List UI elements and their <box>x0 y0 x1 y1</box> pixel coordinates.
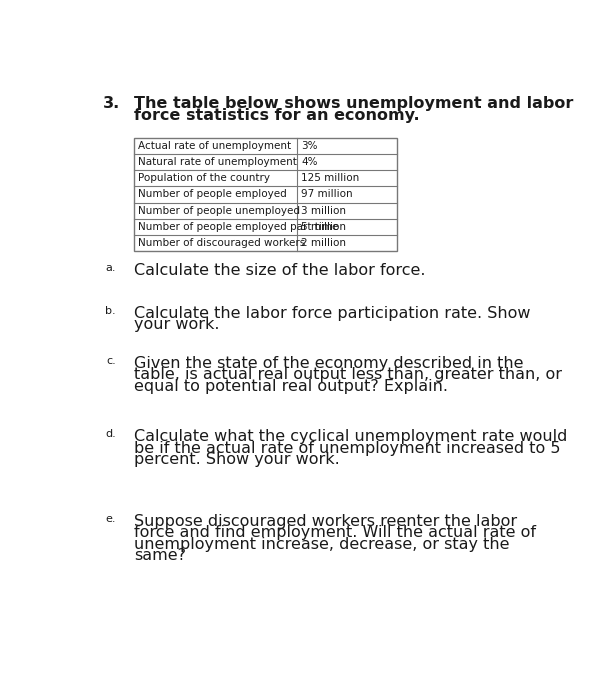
Text: Number of people unemployed: Number of people unemployed <box>137 206 299 216</box>
Text: force and find employment. Will the actual rate of: force and find employment. Will the actu… <box>134 525 536 540</box>
Text: Number of discouraged workers: Number of discouraged workers <box>137 238 305 248</box>
Text: 3.: 3. <box>103 95 120 111</box>
Text: Population of the country: Population of the country <box>137 174 270 183</box>
Text: table, is actual real output less than, greater than, or: table, is actual real output less than, … <box>134 368 562 382</box>
Text: Given the state of the economy described in the: Given the state of the economy described… <box>134 356 523 371</box>
Text: force statistics for an economy.: force statistics for an economy. <box>134 108 419 123</box>
Text: equal to potential real output? Explain.: equal to potential real output? Explain. <box>134 379 448 394</box>
Text: 125 million: 125 million <box>301 174 359 183</box>
Text: 4%: 4% <box>301 158 318 167</box>
Text: Number of people employed part time: Number of people employed part time <box>137 222 338 232</box>
Text: Number of people employed: Number of people employed <box>137 190 286 200</box>
Text: Actual rate of unemployment: Actual rate of unemployment <box>137 141 291 151</box>
Text: 3%: 3% <box>301 141 318 151</box>
Text: Natural rate of unemployment: Natural rate of unemployment <box>137 158 296 167</box>
Text: d.: d. <box>105 429 116 439</box>
Text: your work.: your work. <box>134 317 219 332</box>
Text: Calculate the labor force participation rate. Show: Calculate the labor force participation … <box>134 306 530 321</box>
Text: The table below shows unemployment and labor: The table below shows unemployment and l… <box>134 95 573 111</box>
Text: be if the actual rate of unemployment increased to 5: be if the actual rate of unemployment in… <box>134 440 560 456</box>
Text: 5 million: 5 million <box>301 222 346 232</box>
Text: c.: c. <box>106 356 116 366</box>
Text: e.: e. <box>105 514 116 524</box>
Text: Calculate the size of the labor force.: Calculate the size of the labor force. <box>134 263 425 279</box>
Bar <box>134 138 397 251</box>
Text: 97 million: 97 million <box>301 190 353 200</box>
Text: 2 million: 2 million <box>301 238 346 248</box>
Text: 3 million: 3 million <box>301 206 346 216</box>
Text: percent. Show your work.: percent. Show your work. <box>134 452 339 467</box>
Text: a.: a. <box>105 263 116 274</box>
Text: same?: same? <box>134 548 186 564</box>
Text: b.: b. <box>105 306 116 316</box>
Text: Calculate what the cyclical unemployment rate would: Calculate what the cyclical unemployment… <box>134 429 567 444</box>
Text: unemployment increase, decrease, or stay the: unemployment increase, decrease, or stay… <box>134 537 509 552</box>
Text: Suppose discouraged workers reenter the labor: Suppose discouraged workers reenter the … <box>134 514 517 528</box>
